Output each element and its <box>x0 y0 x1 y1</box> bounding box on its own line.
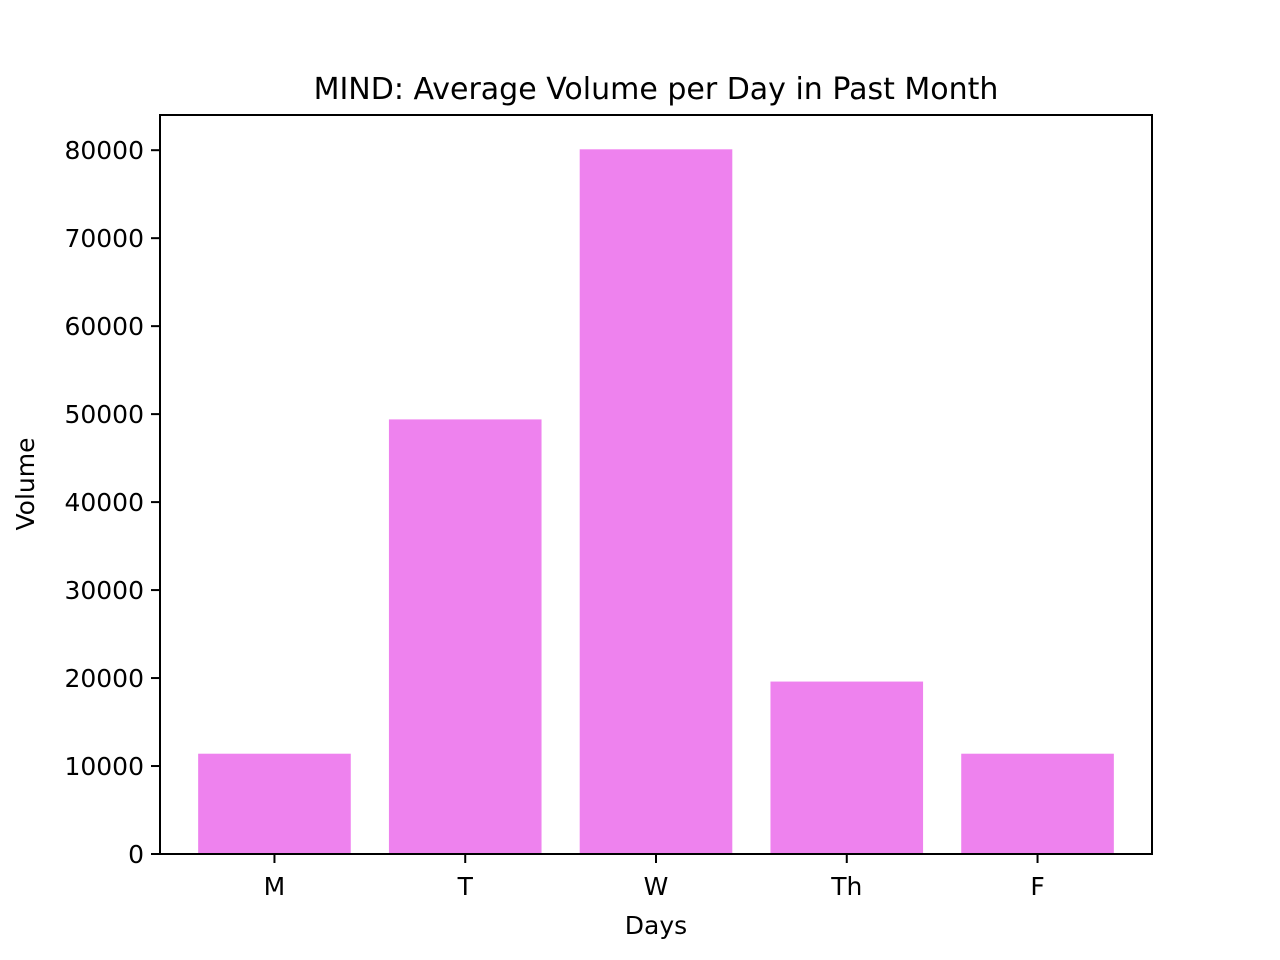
y-tick-label: 30000 <box>64 576 144 605</box>
y-axis-ticks: 0 10000 20000 30000 40000 50000 60000 70000 8000… <box>64 136 160 869</box>
y-tick-label: 70000 <box>64 224 144 253</box>
x-tick-label: T <box>457 872 474 901</box>
y-axis-label: Volume <box>11 438 40 531</box>
bars-group <box>198 149 1114 854</box>
bar-m <box>198 753 351 854</box>
plot-frame <box>159 114 1153 855</box>
bar-w <box>579 149 733 854</box>
y-tick-label: 80000 <box>64 136 144 165</box>
y-tick-label: 60000 <box>64 312 144 341</box>
x-tick-label: M <box>264 872 286 901</box>
bar-th <box>770 681 924 854</box>
y-tick-label: 10000 <box>64 752 144 781</box>
y-tick-label: 20000 <box>64 664 144 693</box>
x-tick-label: W <box>644 872 669 901</box>
y-tick-label: 40000 <box>64 488 144 517</box>
x-axis-ticks: M T W Th F <box>264 854 1045 901</box>
x-tick-label: Th <box>830 872 862 901</box>
y-tick-label: 0 <box>128 840 144 869</box>
y-tick-label: 50000 <box>64 400 144 429</box>
chart-title: MIND: Average Volume per Day in Past Mon… <box>314 72 999 107</box>
bar-t <box>388 419 542 854</box>
x-axis-label: Days <box>625 911 687 940</box>
x-tick-label: F <box>1030 872 1044 901</box>
bar-f <box>961 753 1114 854</box>
